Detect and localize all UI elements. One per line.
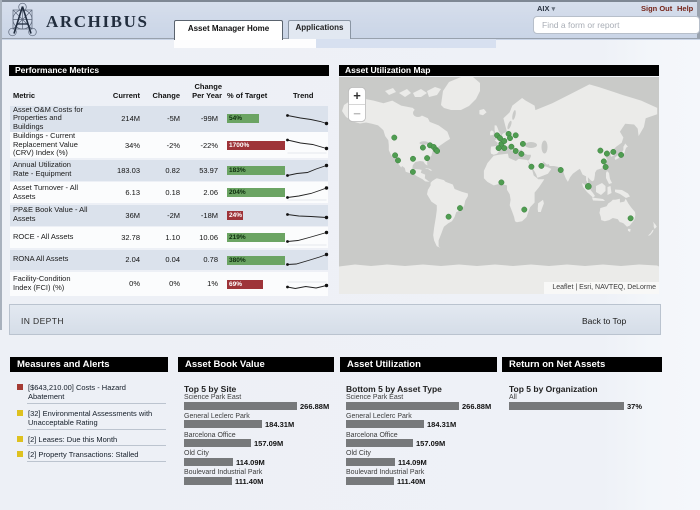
svg-text:Leaflet | Esri, NAVTEQ, DeLorm: Leaflet | Esri, NAVTEQ, DeLorme	[552, 284, 656, 291]
svg-text:+: +	[353, 88, 361, 103]
svg-text:−: −	[353, 106, 361, 121]
